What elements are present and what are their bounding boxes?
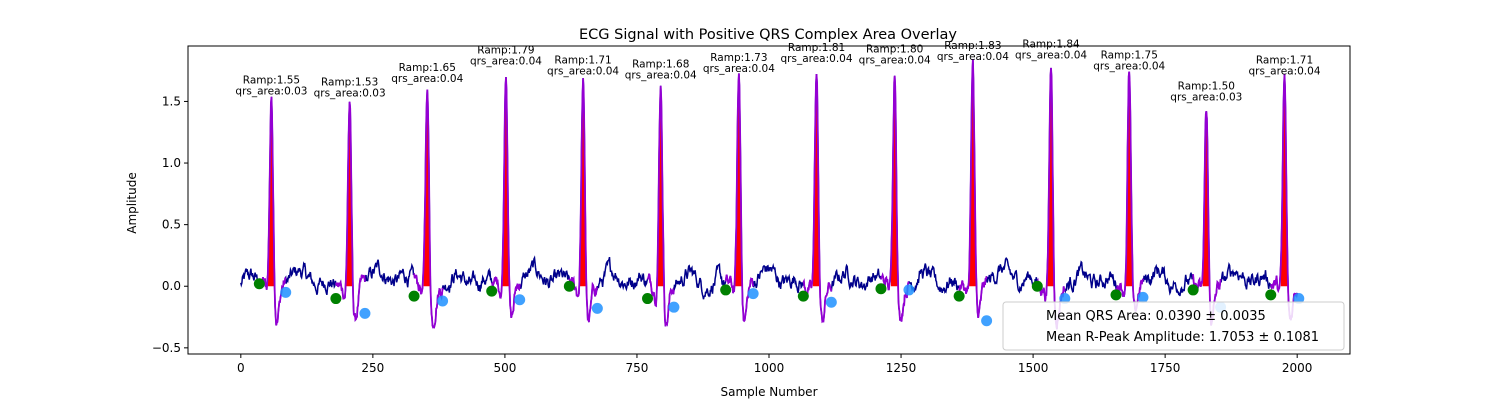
qrs-offset-marker-10 <box>981 315 993 327</box>
qrs-segment-9 <box>880 75 910 322</box>
signal-layer <box>240 59 1298 330</box>
qrs-segment-12 <box>1115 71 1144 312</box>
y-axis-label: Amplitude <box>125 172 139 234</box>
y-tick-label: 1.0 <box>162 156 181 170</box>
ramp-label-6: Ramp:1.68 <box>632 58 689 70</box>
qrs-onset-marker-3 <box>408 290 420 302</box>
qrs-segment-4 <box>490 77 521 318</box>
y-tick-label: 1.5 <box>162 94 181 108</box>
legend-box <box>1002 301 1345 351</box>
qrs-area-label-6: qrs_area:0.04 <box>625 69 697 81</box>
qrs-onset-marker-13 <box>1187 284 1199 296</box>
qrs-onset-marker-9 <box>875 283 887 295</box>
x-tick-label: 1750 <box>1150 361 1181 375</box>
legend: Mean QRS Area: 0.0390 ± 0.0035 Mean R-Pe… <box>1002 301 1345 351</box>
qrs-area-label-8: qrs_area:0.04 <box>781 53 853 65</box>
qrs-offset-marker-11 <box>1059 293 1071 305</box>
y-tick-label: 0.5 <box>162 218 181 232</box>
qrs-area-label-9: qrs_area:0.04 <box>859 54 931 66</box>
qrs-onset-marker-2 <box>330 293 342 305</box>
qrs-offset-marker-5 <box>591 302 603 314</box>
ramp-label-1: Ramp:1.55 <box>243 74 300 86</box>
x-tick-label: 2000 <box>1282 361 1313 375</box>
ramp-label-12: Ramp:1.75 <box>1101 50 1158 62</box>
qrs-onset-marker-14 <box>1265 289 1277 301</box>
x-axis-label: Sample Number <box>720 385 817 399</box>
qrs-segment-3 <box>413 89 444 329</box>
ramp-label-7: Ramp:1.73 <box>710 52 767 64</box>
qrs-onset-marker-6 <box>642 293 654 305</box>
qrs-onset-marker-7 <box>720 284 732 296</box>
y-axis-ticks: −0.5 0.0 0.5 1.0 1.5 <box>152 94 188 355</box>
qrs-segment-10 <box>958 59 988 319</box>
qrs-onset-marker-4 <box>486 285 498 297</box>
ramp-label-13: Ramp:1.50 <box>1178 80 1235 92</box>
y-tick-label: 0.0 <box>162 279 181 293</box>
qrs-area-label-10: qrs_area:0.04 <box>937 51 1009 63</box>
qrs-onset-marker-10 <box>953 290 965 302</box>
annotation-layer: Ramp:1.55qrs_area:0.03Ramp:1.53qrs_area:… <box>235 39 1320 104</box>
qrs-area-label-5: qrs_area:0.04 <box>547 66 619 78</box>
qrs-area-label-2: qrs_area:0.03 <box>314 88 386 100</box>
qrs-offset-marker-12 <box>1137 291 1149 303</box>
qrs-area-label-7: qrs_area:0.04 <box>703 63 775 75</box>
qrs-area-label-14: qrs_area:0.04 <box>1248 66 1320 78</box>
qrs-fill-layer <box>267 59 1289 287</box>
qrs-offset-marker-2 <box>359 307 371 319</box>
y-tick-label: −0.5 <box>152 341 181 355</box>
qrs-offset-marker-6 <box>668 301 680 313</box>
qrs-offset-marker-7 <box>747 288 759 300</box>
qrs-segment-2 <box>335 101 366 323</box>
qrs-onset-marker-8 <box>797 290 809 302</box>
x-tick-label: 250 <box>361 361 384 375</box>
x-tick-label: 750 <box>626 361 649 375</box>
qrs-onset-marker-12 <box>1110 289 1122 301</box>
qrs-onset-marker-11 <box>1031 280 1043 292</box>
ramp-label-8: Ramp:1.81 <box>788 42 845 54</box>
x-tick-label: 1000 <box>754 361 785 375</box>
qrs-area-label-11: qrs_area:0.04 <box>1015 50 1087 62</box>
ramp-label-5: Ramp:1.71 <box>554 55 611 67</box>
chart-title: ECG Signal with Positive QRS Complex Are… <box>579 27 957 43</box>
qrs-segment-6 <box>646 85 675 327</box>
qrs-offset-marker-8 <box>825 296 837 308</box>
ramp-label-11: Ramp:1.84 <box>1022 39 1080 51</box>
ecg-signal-line <box>240 59 1298 330</box>
qrs-onset-marker-1 <box>253 278 265 290</box>
qrs-area-label-12: qrs_area:0.04 <box>1093 61 1165 73</box>
qrs-offset-marker-3 <box>437 295 449 307</box>
qrs-area-label-4: qrs_area:0.04 <box>470 56 542 68</box>
qrs-area-label-1: qrs_area:0.03 <box>235 85 307 97</box>
x-tick-label: 1250 <box>886 361 917 375</box>
x-tick-label: 1500 <box>1018 361 1049 375</box>
ramp-label-3: Ramp:1.65 <box>399 62 456 74</box>
qrs-segment-layer <box>258 59 1299 330</box>
qrs-offset-marker-4 <box>514 294 526 306</box>
x-tick-label: 0 <box>237 361 245 375</box>
qrs-segment-8 <box>802 73 833 324</box>
qrs-offset-marker-1 <box>280 286 292 298</box>
legend-entry-r-peak: Mean R-Peak Amplitude: 1.7053 ± 0.1081 <box>1046 330 1319 345</box>
qrs-area-label-3: qrs_area:0.04 <box>391 73 463 85</box>
ramp-label-4: Ramp:1.79 <box>477 45 534 57</box>
x-tick-label: 500 <box>493 361 516 375</box>
qrs-offset-marker-14 <box>1293 293 1305 305</box>
legend-entry-qrs-area: Mean QRS Area: 0.0390 ± 0.0035 <box>1046 309 1266 324</box>
ramp-label-2: Ramp:1.53 <box>321 77 378 89</box>
ramp-label-14: Ramp:1.71 <box>1256 55 1313 67</box>
plot-area: Ramp:1.55qrs_area:0.03Ramp:1.53qrs_area:… <box>235 39 1321 330</box>
qrs-onset-marker-5 <box>563 280 575 292</box>
qrs-area-label-13: qrs_area:0.03 <box>1170 91 1242 103</box>
qrs-offset-marker-9 <box>903 284 915 296</box>
x-axis-ticks: 0 250 500 750 1000 1250 1500 1750 2000 <box>237 354 1312 375</box>
